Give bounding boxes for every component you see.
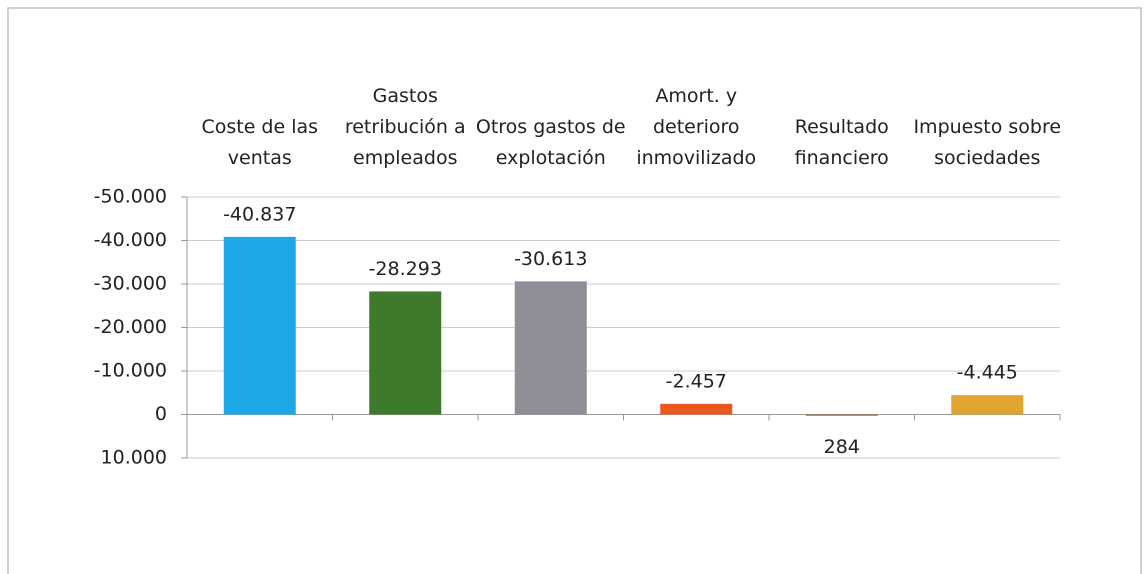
- y-tick-label: 10.000: [101, 447, 167, 469]
- bar: [369, 291, 442, 415]
- x-tick-label: Impuesto sobre sociedades: [913, 116, 1062, 169]
- y-tick-label: -20.000: [94, 316, 167, 338]
- x-tick-label: Amort. y deterioro inmovilizado: [636, 85, 757, 169]
- bar: [514, 281, 587, 415]
- y-tick-label: -40.000: [94, 229, 167, 251]
- value-label: -4.445: [957, 362, 1018, 384]
- x-tick-label: Coste de las ventas: [201, 116, 319, 169]
- y-tick-label: -30.000: [94, 273, 167, 295]
- x-tick-label: Gastos retribución a empleados: [344, 85, 466, 169]
- bar: [805, 414, 878, 416]
- y-tick-label: -10.000: [94, 360, 167, 382]
- value-label: 284: [824, 436, 860, 458]
- y-tick-label: -50.000: [94, 186, 167, 208]
- x-tick-label: Otros gastos de explotación: [475, 116, 626, 169]
- value-label: -30.613: [514, 248, 587, 270]
- value-label: -28.293: [369, 258, 442, 280]
- bar: [223, 236, 296, 415]
- bar: [660, 403, 733, 415]
- frame: [7, 7, 1142, 574]
- y-tick-label: 0: [155, 403, 167, 425]
- value-label: -40.837: [223, 203, 296, 225]
- x-tick-label: Resultado financiero: [794, 116, 889, 169]
- value-label: -2.457: [666, 370, 727, 392]
- bar: [951, 395, 1024, 415]
